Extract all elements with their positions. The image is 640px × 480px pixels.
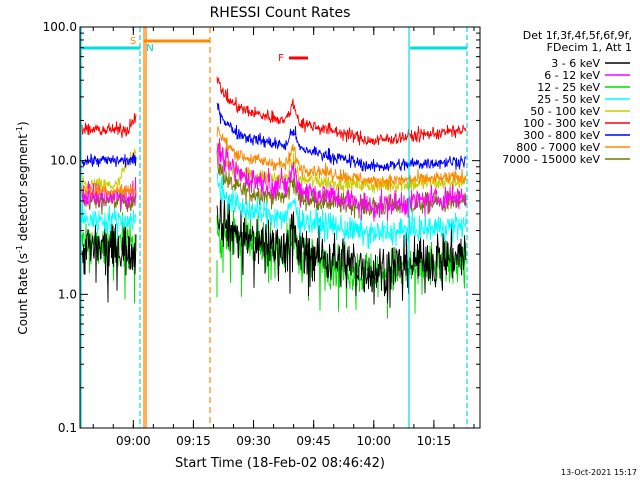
- series-trace-100-300-kev: [81, 113, 137, 139]
- x-tick-label: 09:00: [116, 434, 151, 448]
- y-tick-label: 1.0: [58, 287, 77, 301]
- legend-header-2: FDecim 1, Att 1: [547, 41, 632, 54]
- y-tick-label: 0.1: [58, 421, 77, 435]
- series-traces: [81, 76, 467, 319]
- chart-title: RHESSI Count Rates: [210, 5, 351, 21]
- series-trace-50-100-kev: [81, 148, 137, 193]
- annotation-n: N: [146, 43, 153, 54]
- legend-label: 25 - 50 keV: [537, 93, 600, 106]
- y-label-part-1: Count Rate (s: [16, 253, 30, 335]
- series-trace-6-12-kev: [216, 138, 467, 222]
- y-label-sup-2: -1: [15, 126, 24, 134]
- y-label-part-3: ): [16, 121, 30, 126]
- attenuator-markers: [80, 27, 468, 428]
- legend-header-1: Det 1f,3f,4f,5f,6f,9f,: [523, 29, 632, 42]
- axis-ticks: 0.1 1.0 10.0 100.0 09:00 09:15 09:30 09:45 10:00…: [43, 20, 480, 448]
- y-tick-label: 10.0: [50, 154, 77, 168]
- series-trace-25-50-kev: [217, 172, 467, 250]
- series-trace-3-6-kev: [81, 219, 137, 303]
- x-tick-label: 09:15: [176, 434, 211, 448]
- x-tick-label: 09:30: [236, 434, 271, 448]
- y-label-sup-1: -1: [15, 245, 24, 253]
- y-tick-label: 100.0: [43, 20, 77, 34]
- annotation-s: S: [130, 36, 136, 47]
- plot-frame: [79, 26, 481, 429]
- series-trace-3-6-kev: [216, 194, 467, 308]
- legend-label: 12 - 25 keV: [537, 81, 600, 94]
- legend-label: 800 - 7000 keV: [516, 141, 600, 154]
- series-trace-300-800-kev: [81, 152, 137, 168]
- legend-label: 3 - 6 keV: [551, 57, 600, 70]
- series-trace-100-300-kev: [216, 76, 467, 146]
- legend-label: 6 - 12 keV: [544, 69, 600, 82]
- legend-label: 50 - 100 keV: [530, 105, 600, 118]
- series-trace-50-100-kev: [216, 142, 467, 195]
- legend-label: 7000 - 15000 keV: [502, 153, 600, 166]
- x-tick-label: 10:15: [417, 434, 452, 448]
- series-trace-25-50-kev: [81, 203, 137, 239]
- x-tick-label: 09:45: [296, 434, 331, 448]
- series-trace-800-7000-kev: [81, 183, 137, 198]
- annotation-f: F: [278, 53, 284, 64]
- legend-label: 100 - 300 keV: [523, 117, 600, 130]
- footer-timestamp: 13-Oct-2021 15:17: [561, 468, 637, 477]
- series-trace-300-800-kev: [216, 102, 467, 172]
- legend-label: 300 - 800 keV: [523, 129, 600, 142]
- x-tick-label: 10:00: [356, 434, 391, 448]
- x-axis-label: Start Time (18-Feb-02 08:46:42): [175, 456, 385, 471]
- y-axis-label: Count Rate (s-1 detector segment-1): [15, 121, 30, 334]
- series-trace-800-7000-kev: [216, 126, 467, 191]
- y-label-part-2: detector segment: [16, 134, 30, 245]
